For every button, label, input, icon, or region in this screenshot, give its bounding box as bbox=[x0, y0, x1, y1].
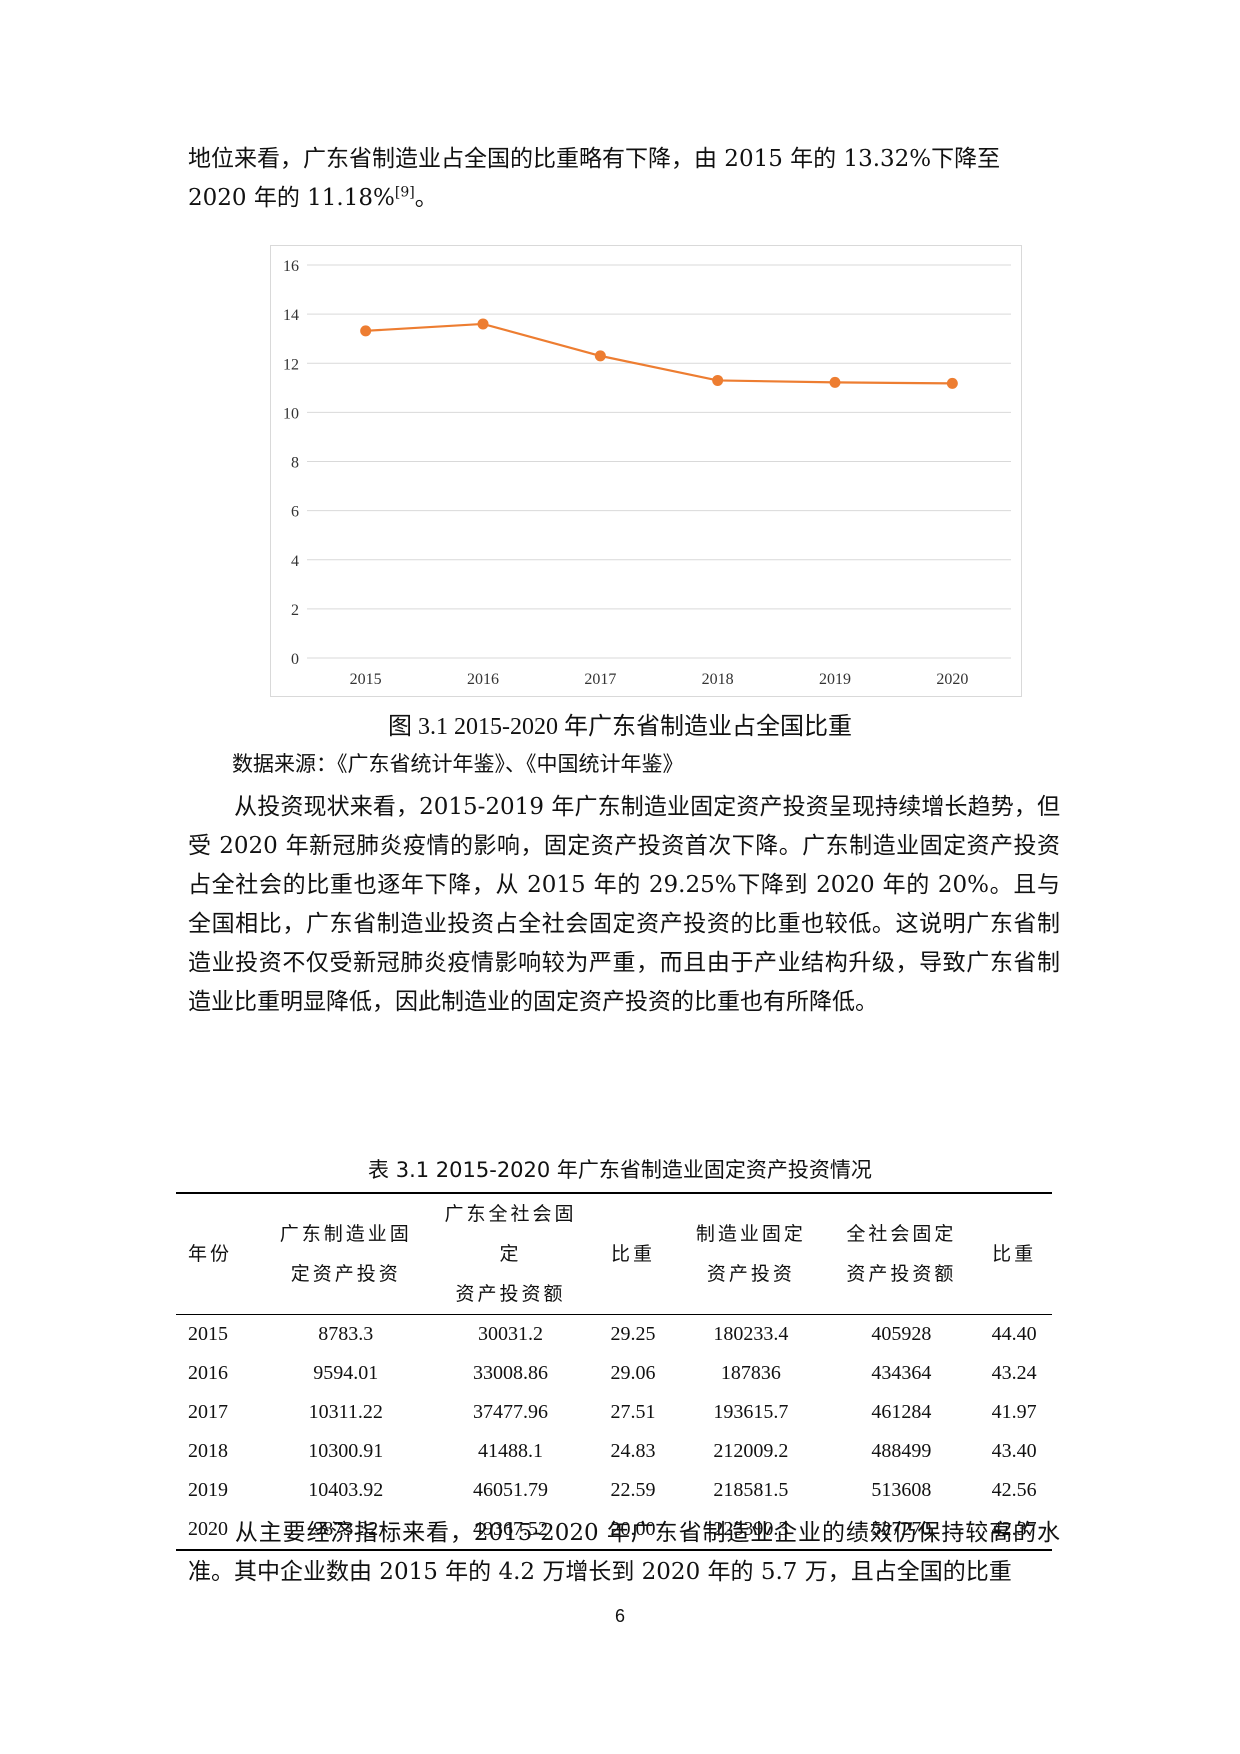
y-tick-label: 12 bbox=[283, 356, 299, 373]
table-cell-gd-share: 20.00 bbox=[610, 1518, 656, 1540]
data-point bbox=[946, 377, 958, 389]
y-tick-label: 14 bbox=[283, 307, 299, 324]
data-point bbox=[360, 325, 372, 337]
table-cell-year: 2020 bbox=[188, 1518, 228, 1540]
table-cell-gd-total-investment: 46051.79 bbox=[472, 1479, 548, 1501]
table-header-cn-total-investment: 全社会固定 资产投资额 bbox=[846, 1223, 957, 1285]
x-tick-label: 2019 bbox=[819, 671, 851, 688]
data-point bbox=[477, 318, 489, 330]
table-header-year: 年份 bbox=[188, 1243, 233, 1265]
table-header-gd-total-investment: 广东全社会固定 资产投资额 bbox=[444, 1203, 577, 1305]
table-cell-cn-mfg-investment: 218581.5 bbox=[713, 1479, 789, 1501]
paragraph-economic-text: 从主要经济指标来看，2015-2020 年广东省制造业企业的绩效仍保持较高的水准… bbox=[188, 1520, 1060, 1585]
table-cell-gd-mfg-investment: 10300.91 bbox=[308, 1440, 384, 1462]
table-cell-gd-total-investment: 41488.1 bbox=[477, 1440, 543, 1462]
table-cell-gd-share: 29.06 bbox=[610, 1362, 656, 1384]
table-cell-cn-share: 43.40 bbox=[991, 1440, 1037, 1462]
table-header-cn-mfg-investment: 制造业固定 资产投资 bbox=[695, 1223, 806, 1285]
table-cell-gd-share: 27.51 bbox=[610, 1401, 656, 1423]
table-cell-year: 2015 bbox=[188, 1323, 228, 1345]
table-cell-cn-total-investment: 513608 bbox=[871, 1479, 932, 1501]
data-point bbox=[712, 374, 724, 386]
paragraph-investment-text: 从投资现状来看，2015-2019 年广东制造业固定资产投资呈现持续增长趋势，但… bbox=[188, 794, 1060, 1015]
table-cell-cn-share: 42.56 bbox=[991, 1479, 1037, 1501]
table-cell-gd-total-investment: 33008.86 bbox=[472, 1362, 548, 1384]
table-cell-cn-share: 44.40 bbox=[991, 1323, 1037, 1345]
table-row: 2016 9594.01 33008.86 29.06 187836 434364 43.2… bbox=[176, 1354, 1052, 1393]
table-cell-cn-total-investment: 461284 bbox=[871, 1401, 932, 1423]
y-tick-label: 2 bbox=[291, 602, 299, 619]
figure-caption: 图 3.1 2015-2020 年广东省制造业占全国比重 bbox=[388, 714, 852, 740]
table-cell-cn-total-investment: 434364 bbox=[871, 1362, 932, 1384]
table-cell-year: 2019 bbox=[188, 1479, 228, 1501]
table-cell-gd-mfg-investment: 9873.32 bbox=[313, 1518, 379, 1540]
table-cell-cn-mfg-investment: 193615.7 bbox=[713, 1401, 789, 1423]
paragraph-economic: 从主要经济指标来看，2015-2020 年广东省制造业企业的绩效仍保持较高的水准… bbox=[188, 1514, 1060, 1592]
table-caption: 表 3.1 2015-2020 年广东省制造业固定资产投资情况 bbox=[368, 1158, 872, 1182]
table-header-row: 年份 广东制造业固 定资产投资 广东全社会固定 资产投资额 比重 制造业固定 资产投资… bbox=[176, 1193, 1052, 1315]
table-row: 2020 9873.32 49367.52 20.00 223390.3 527270 42… bbox=[176, 1510, 1052, 1550]
table-cell-gd-total-investment: 49367.52 bbox=[472, 1518, 548, 1540]
paragraph-investment: 从投资现状来看，2015-2019 年广东制造业固定资产投资呈现持续增长趋势，但… bbox=[188, 788, 1060, 1022]
table-row: 2017 10311.22 37477.96 27.51 193615.7 461284 4… bbox=[176, 1393, 1052, 1432]
table-header-cn-share: 比重 bbox=[992, 1243, 1037, 1265]
table-cell-year: 2017 bbox=[188, 1401, 228, 1423]
table-cell-gd-total-investment: 37477.96 bbox=[472, 1401, 548, 1423]
table-cell-gd-share: 29.25 bbox=[610, 1323, 656, 1345]
figure-source: 数据来源：《广东省统计年鉴》、《中国统计年鉴》 bbox=[232, 752, 684, 776]
table-cell-gd-mfg-investment: 8783.3 bbox=[318, 1323, 374, 1345]
table-cell-cn-mfg-investment: 187836 bbox=[720, 1362, 781, 1384]
table-row: 2015 8783.3 30031.2 29.25 180233.4 405928 44.4… bbox=[176, 1315, 1052, 1355]
page-number: 6 bbox=[614, 1606, 625, 1626]
table-cell-gd-mfg-investment: 10403.92 bbox=[308, 1479, 384, 1501]
table-cell-cn-total-investment: 527270 bbox=[871, 1518, 932, 1540]
y-tick-label: 0 bbox=[291, 651, 299, 668]
table-cell-gd-mfg-investment: 10311.22 bbox=[308, 1401, 383, 1423]
paragraph-intro-line2: 2020 年的 11.18% bbox=[188, 185, 395, 211]
table-cell-cn-mfg-investment: 180233.4 bbox=[713, 1323, 789, 1345]
x-tick-label: 2015 bbox=[350, 671, 382, 688]
paragraph-intro-line1: 地位来看，广东省制造业占全国的比重略有下降，由 2015 年的 13.32%下降… bbox=[188, 146, 1001, 172]
table-row: 2019 10403.92 46051.79 22.59 218581.5 513608 4… bbox=[176, 1471, 1052, 1510]
paragraph-intro: 地位来看，广东省制造业占全国的比重略有下降，由 2015 年的 13.32%下降… bbox=[188, 140, 1060, 218]
table-cell-cn-total-investment: 488499 bbox=[871, 1440, 932, 1462]
table-cell-gd-mfg-investment: 9594.01 bbox=[313, 1362, 379, 1384]
paragraph-intro-end: 。 bbox=[414, 185, 438, 211]
table-cell-cn-mfg-investment: 223390.3 bbox=[713, 1518, 789, 1540]
data-point bbox=[594, 350, 606, 362]
table-cell-cn-share: 42.37 bbox=[991, 1518, 1037, 1540]
table-cell-cn-total-investment: 405928 bbox=[871, 1323, 932, 1345]
x-tick-label: 2016 bbox=[467, 671, 499, 688]
table-cell-cn-mfg-investment: 212009.2 bbox=[713, 1440, 789, 1462]
table-cell-gd-share: 22.59 bbox=[610, 1479, 656, 1501]
x-tick-label: 2017 bbox=[584, 671, 616, 688]
y-tick-label: 8 bbox=[291, 455, 299, 472]
line-chart: 0 2 4 6 8 10 12 14 16 2015 2016 2017 2018 2019 2020 bbox=[270, 245, 1022, 697]
table-cell-gd-total-investment: 30031.2 bbox=[477, 1323, 543, 1345]
table-header-gd-share: 比重 bbox=[610, 1243, 655, 1265]
citation-ref[interactable]: [9] bbox=[394, 184, 415, 201]
table-cell-gd-share: 24.83 bbox=[610, 1440, 656, 1462]
y-tick-label: 6 bbox=[291, 504, 299, 521]
y-tick-label: 4 bbox=[291, 553, 299, 570]
line-chart-svg: 0 2 4 6 8 10 12 14 16 2015 2016 2017 2018 2019 2020 bbox=[283, 258, 1011, 688]
investment-table-grid: 年份 广东制造业固 定资产投资 广东全社会固定 资产投资额 比重 制造业固定 资产投资… bbox=[176, 1192, 1052, 1551]
y-tick-label: 10 bbox=[283, 405, 299, 422]
table-row: 2018 10300.91 41488.1 24.83 212009.2 488499 43… bbox=[176, 1432, 1052, 1471]
series-line bbox=[365, 322, 953, 385]
table-header-gd-mfg-investment: 广东制造业固 定资产投资 bbox=[279, 1223, 412, 1285]
investment-table: 年份 广东制造业固 定资产投资 广东全社会固定 资产投资额 比重 制造业固定 资产投资… bbox=[176, 1192, 1052, 1551]
x-tick-label: 2018 bbox=[702, 671, 734, 688]
x-tick-label: 2020 bbox=[936, 671, 968, 688]
table-cell-year: 2016 bbox=[188, 1362, 228, 1384]
data-point bbox=[829, 376, 841, 388]
y-tick-label: 16 bbox=[283, 258, 299, 275]
table-cell-year: 2018 bbox=[188, 1440, 228, 1462]
table-cell-cn-share: 41.97 bbox=[991, 1401, 1037, 1423]
table-cell-cn-share: 43.24 bbox=[991, 1362, 1037, 1384]
